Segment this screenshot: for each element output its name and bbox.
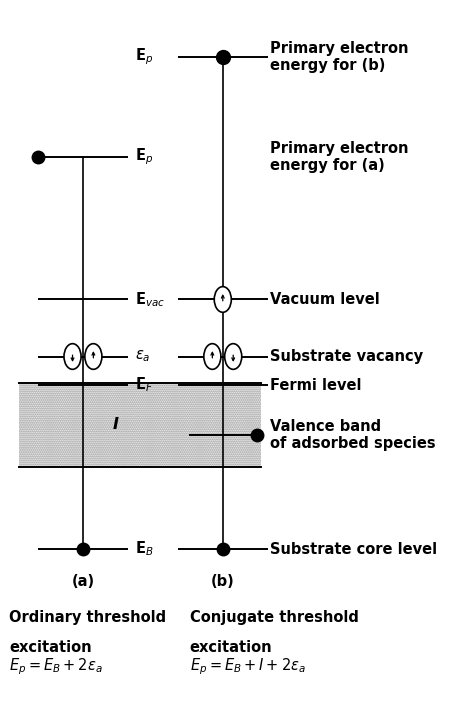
- Text: Ordinary threshold: Ordinary threshold: [9, 610, 166, 625]
- Text: Substrate core level: Substrate core level: [270, 541, 438, 557]
- Text: (b): (b): [211, 573, 235, 589]
- Text: $E_p = E_B + I + 2\varepsilon_a$: $E_p = E_B + I + 2\varepsilon_a$: [190, 657, 306, 677]
- Text: Conjugate threshold: Conjugate threshold: [190, 610, 358, 625]
- Text: I: I: [113, 417, 119, 433]
- Circle shape: [204, 344, 221, 369]
- Text: E$_B$: E$_B$: [135, 540, 154, 558]
- Text: E$_F$: E$_F$: [135, 376, 153, 394]
- Text: excitation: excitation: [9, 640, 92, 655]
- Circle shape: [64, 344, 81, 369]
- Text: Valence band
of adsorbed species: Valence band of adsorbed species: [270, 419, 436, 451]
- Bar: [19, 383, 261, 467]
- Circle shape: [225, 344, 242, 369]
- Text: E$_p$: E$_p$: [135, 147, 153, 167]
- Text: Primary electron
energy for (b): Primary electron energy for (b): [270, 41, 409, 73]
- Text: E$_p$: E$_p$: [135, 47, 153, 67]
- Text: excitation: excitation: [190, 640, 272, 655]
- Text: Substrate vacancy: Substrate vacancy: [270, 349, 423, 364]
- Circle shape: [85, 344, 102, 369]
- Text: Fermi level: Fermi level: [270, 377, 362, 393]
- Text: (a): (a): [72, 573, 94, 589]
- Text: Vacuum level: Vacuum level: [270, 292, 380, 307]
- Text: E$_{vac}$: E$_{vac}$: [135, 290, 165, 309]
- Circle shape: [214, 287, 231, 312]
- Text: $E_p = E_B + 2\varepsilon_a$: $E_p = E_B + 2\varepsilon_a$: [9, 657, 103, 677]
- Text: $\varepsilon_a$: $\varepsilon_a$: [135, 349, 151, 364]
- Text: Primary electron
energy for (a): Primary electron energy for (a): [270, 140, 409, 173]
